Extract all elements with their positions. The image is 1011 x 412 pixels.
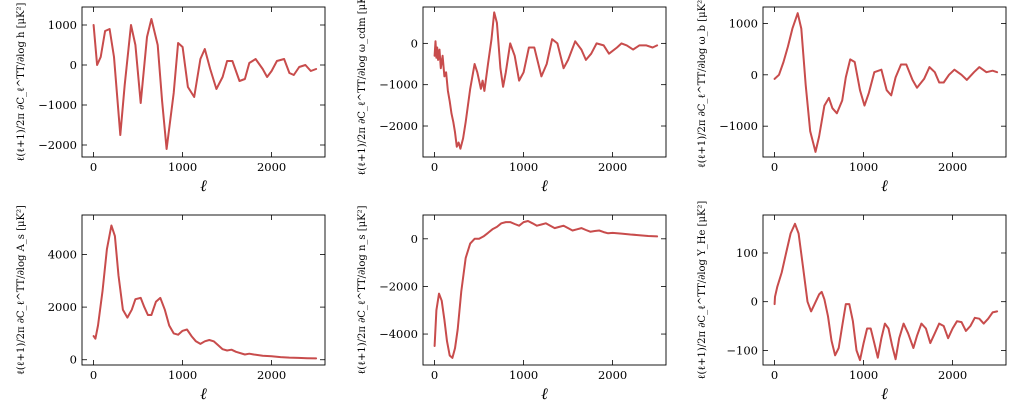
chart-panel-2: 0 1000 2000 −2000 −1000 0 ℓ ℓ(ℓ+1)/2π ∂C_ℓ^TT/∂…	[357, 0, 667, 195]
y-tick-label: 0	[751, 295, 758, 309]
x-tick-label: 2000	[938, 160, 967, 174]
y-axis-label: ℓ(ℓ+1)/2π ∂C_ℓ^TT/∂log ω_cdm [μK²]	[357, 0, 368, 176]
y-tick-label: −1000	[379, 78, 418, 92]
x-axis-label: ℓ	[200, 176, 207, 195]
plot-frame	[762, 6, 1007, 158]
y-tick-label: 4000	[48, 247, 77, 261]
y-tick-label: −100	[726, 343, 758, 357]
plot-frame	[81, 6, 326, 158]
x-tick-label: 1000	[509, 368, 538, 382]
x-tick-label: 0	[771, 368, 778, 382]
y-tick-label: 0	[411, 232, 418, 246]
series-line	[92, 224, 318, 360]
y-tick-label: 0	[751, 68, 758, 82]
x-axis-label: ℓ	[881, 384, 888, 403]
x-tick-label: 2000	[598, 160, 627, 174]
x-tick-label: 0	[431, 368, 438, 382]
x-tick-label: 0	[771, 160, 778, 174]
plot-frame	[762, 214, 1007, 366]
x-axis-label: ℓ	[541, 384, 548, 403]
plot-frame	[422, 6, 667, 158]
y-tick-label: −4000	[379, 327, 418, 341]
x-tick-label: 1000	[849, 160, 878, 174]
x-tick-label: 2000	[257, 368, 286, 382]
y-tick-label: 2000	[48, 300, 77, 314]
x-tick-label: 1000	[168, 160, 197, 174]
y-tick-label: −2000	[379, 119, 418, 133]
y-axis-label: ℓ(ℓ+1)/2π ∂C_ℓ^TT/∂log Y_He [μK²]	[697, 201, 708, 380]
x-axis-label: ℓ	[541, 176, 548, 195]
y-tick-label: 0	[70, 58, 77, 72]
x-tick-label: 1000	[509, 160, 538, 174]
y-axis-label: ℓ(ℓ+1)/2π ∂C_ℓ^TT/∂log ω_b [μK²]	[697, 0, 708, 168]
y-tick-label: 0	[70, 353, 77, 367]
y-tick-label: 0	[411, 36, 418, 50]
series-line	[92, 18, 318, 150]
y-tick-label: −2000	[38, 138, 77, 152]
chart-panel-5: 0 1000 2000 −4000 −2000 0 ℓ ℓ(ℓ+1)/2π ∂C_ℓ^TT/∂…	[357, 205, 667, 403]
x-tick-label: 0	[90, 160, 97, 174]
y-tick-label: 100	[736, 246, 758, 260]
y-tick-label: 1000	[48, 18, 77, 32]
y-axis-label: ℓ(ℓ+1)/2π ∂C_ℓ^TT/∂log h [μK²]	[16, 2, 27, 161]
y-tick-label: −1000	[719, 119, 758, 133]
series-line	[433, 11, 659, 150]
chart-panel-6: 0 1000 2000 −100 0 100 ℓ ℓ(ℓ+1)/2π ∂C_ℓ^TT/∂log…	[697, 201, 1007, 403]
y-tick-label: 1000	[729, 16, 758, 30]
x-axis-label: ℓ	[200, 384, 207, 403]
x-tick-label: 2000	[598, 368, 627, 382]
y-tick-label: −1000	[38, 98, 77, 112]
y-tick-label: −2000	[379, 279, 418, 293]
y-axis-label: ℓ(ℓ+1)/2π ∂C_ℓ^TT/∂log A_s [μK²]	[16, 205, 27, 375]
y-axis-label: ℓ(ℓ+1)/2π ∂C_ℓ^TT/∂log n_s [μK²]	[357, 205, 368, 374]
plot-frame	[81, 214, 326, 366]
x-tick-label: 1000	[849, 368, 878, 382]
series-line	[433, 220, 659, 359]
x-axis-label: ℓ	[881, 176, 888, 195]
series-line	[773, 12, 999, 153]
x-tick-label: 1000	[168, 368, 197, 382]
x-tick-label: 0	[431, 160, 438, 174]
chart-panel-4: 0 1000 2000 0 2000 4000 ℓ ℓ(ℓ+1)/2π ∂C_ℓ^TT/∂lo…	[16, 205, 326, 403]
series-line	[773, 222, 999, 362]
x-tick-label: 0	[90, 368, 97, 382]
plot-frame	[422, 214, 667, 366]
x-tick-label: 2000	[938, 368, 967, 382]
x-tick-label: 2000	[257, 160, 286, 174]
